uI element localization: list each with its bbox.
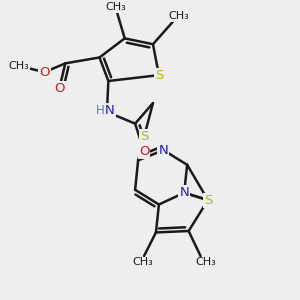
- Text: CH₃: CH₃: [196, 257, 216, 267]
- Text: S: S: [204, 194, 212, 207]
- Text: N: N: [105, 104, 115, 117]
- Text: CH₃: CH₃: [169, 11, 190, 21]
- Text: CH₃: CH₃: [105, 2, 126, 12]
- Text: O: O: [54, 82, 64, 95]
- Text: N: N: [158, 144, 168, 157]
- Text: N: N: [179, 186, 189, 199]
- Text: O: O: [139, 145, 149, 158]
- Text: S: S: [155, 69, 163, 82]
- Text: H: H: [96, 104, 105, 117]
- Text: O: O: [39, 66, 50, 79]
- Text: CH₃: CH₃: [9, 61, 30, 71]
- Text: S: S: [140, 130, 148, 143]
- Text: CH₃: CH₃: [132, 257, 153, 267]
